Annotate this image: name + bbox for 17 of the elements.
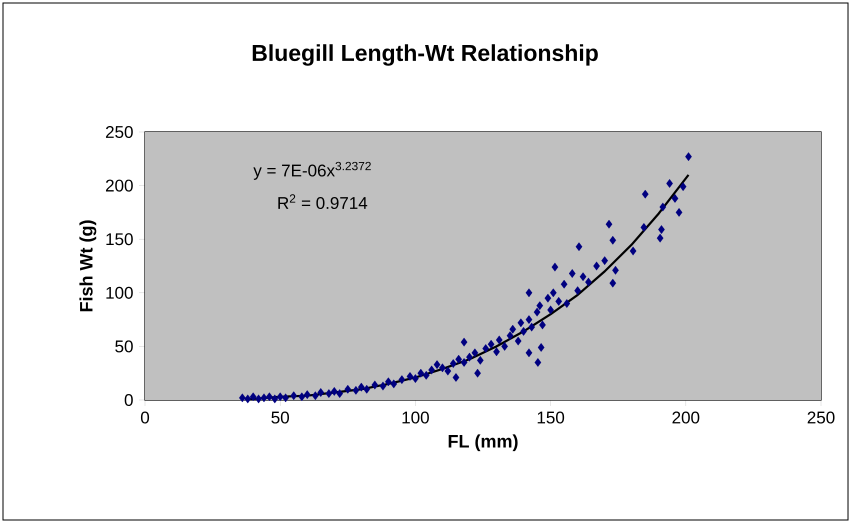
x-tick-label: 50 <box>271 412 289 424</box>
x-axis-title: FL (mm) <box>448 434 518 452</box>
chart-title: Bluegill Length-Wt Relationship <box>252 44 598 66</box>
y-tick-label: 150 <box>106 233 133 246</box>
x-tick-label: 200 <box>672 412 700 424</box>
y-tick-label: 200 <box>106 180 133 192</box>
y-tick-label: 0 <box>124 394 133 406</box>
y-tick-label: 100 <box>106 286 133 299</box>
x-tick-label: 250 <box>808 412 835 424</box>
y-tick-label: 250 <box>106 126 133 138</box>
annotation: y = 7E-06x$^{3.2372}$ <box>253 162 371 180</box>
y-axis-title: Fish Wt (g) <box>79 220 96 312</box>
annotation: R$^{2}$ = 0.9714 <box>278 194 368 210</box>
x-tick-label: 0 <box>140 412 150 424</box>
y-tick-label: 50 <box>115 340 133 352</box>
x-tick-label: 150 <box>538 412 564 424</box>
x-tick-label: 100 <box>402 412 429 424</box>
